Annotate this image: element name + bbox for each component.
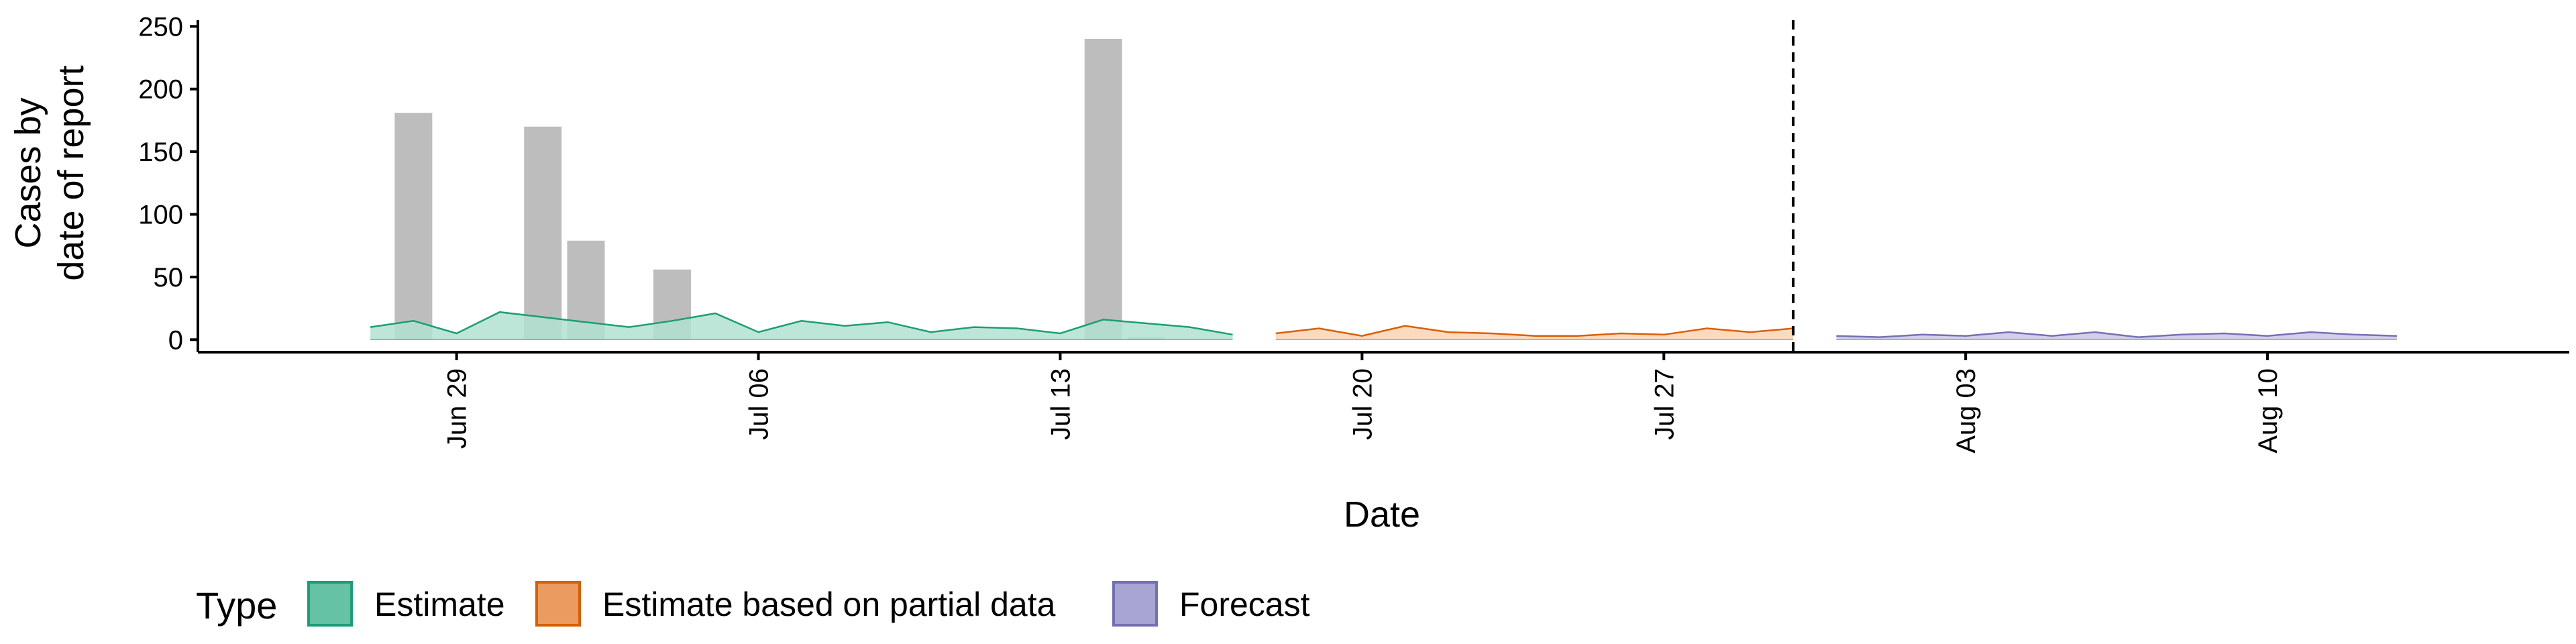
x-tick-label-2: Jul 13: [1046, 368, 1075, 440]
bar-0: [394, 113, 433, 340]
y-tick-label-2: 100: [138, 201, 183, 230]
x-tick-label-6: Aug 10: [2253, 368, 2283, 453]
legend-label-0: Estimate: [374, 586, 505, 623]
legend-title: Type: [196, 584, 277, 627]
y-tick-label-5: 250: [138, 12, 183, 42]
x-axis: Jun 29 Jul 06 Jul 13 Jul 20 Jul 27 Aug 03 Aug …: [198, 351, 2569, 453]
y-tick-label-1: 50: [154, 263, 184, 292]
y-axis: 0 50 100 150 200 250: [138, 12, 199, 355]
y-tick-label-0: 0: [168, 325, 183, 355]
x-tick-label-4: Jul 27: [1650, 368, 1679, 440]
x-tick-label-0: Jun 29: [443, 368, 472, 449]
ribbon-upper-line-2: [1836, 331, 2397, 338]
y-axis-title-line-2: date of report: [51, 65, 91, 280]
ribbon-upper-line-1: [1275, 325, 1794, 337]
x-axis-title: Date: [1344, 494, 1420, 535]
bar-1: [524, 126, 562, 340]
ribbon-series-2: [1836, 332, 2397, 340]
legend-label-2: Forecast: [1179, 586, 1310, 623]
plot-area: [370, 20, 2397, 352]
x-tick-label-3: Jul 20: [1348, 368, 1377, 440]
bar-4: [1084, 39, 1122, 340]
legend-label-1: Estimate based on partial data: [602, 586, 1056, 623]
ribbon-series-1: [1275, 325, 1794, 340]
y-tick-label-4: 200: [138, 75, 183, 105]
y-tick-label-3: 150: [138, 138, 183, 167]
legend: Type Estimate Estimate based on partial d…: [196, 581, 1310, 627]
x-tick-label-5: Aug 03: [1951, 368, 1981, 453]
y-axis-title-line-1: Cases by: [8, 97, 48, 248]
legend-key-0: [307, 581, 353, 627]
legend-key-1: [535, 581, 581, 627]
legend-key-2: [1112, 581, 1158, 627]
ribbon-upper-line-0: [370, 311, 1233, 336]
ribbon-series-0: [370, 312, 1233, 340]
x-tick-label-1: Jul 06: [745, 368, 774, 440]
